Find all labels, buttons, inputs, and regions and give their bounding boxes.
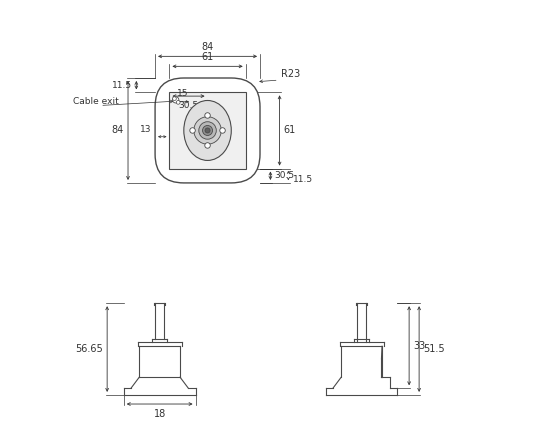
Text: 56.65: 56.65: [75, 344, 103, 354]
Text: 51.5: 51.5: [423, 344, 445, 354]
Ellipse shape: [184, 100, 231, 160]
FancyBboxPatch shape: [155, 78, 260, 183]
Circle shape: [205, 113, 210, 118]
Text: 18: 18: [153, 408, 166, 419]
Text: Cable exit: Cable exit: [73, 97, 119, 106]
Text: 30.5: 30.5: [178, 101, 199, 110]
Circle shape: [202, 125, 213, 135]
Text: R23: R23: [281, 69, 300, 79]
Text: 61: 61: [284, 125, 296, 135]
Text: 84: 84: [112, 125, 124, 135]
Circle shape: [173, 97, 177, 100]
Text: 11.5: 11.5: [112, 81, 132, 90]
Circle shape: [173, 97, 179, 103]
Circle shape: [194, 117, 221, 144]
Bar: [170, 92, 246, 168]
Text: 61: 61: [201, 52, 214, 62]
Text: 33: 33: [413, 341, 426, 351]
Circle shape: [205, 128, 210, 133]
Circle shape: [205, 143, 210, 148]
Text: 15: 15: [177, 89, 188, 98]
Circle shape: [190, 128, 195, 133]
Text: 11.5: 11.5: [293, 175, 313, 184]
Circle shape: [199, 122, 217, 139]
Circle shape: [177, 100, 180, 104]
Text: 13: 13: [140, 125, 152, 134]
Text: 84: 84: [201, 42, 214, 52]
Circle shape: [220, 128, 225, 133]
Text: 30.5: 30.5: [274, 171, 295, 180]
